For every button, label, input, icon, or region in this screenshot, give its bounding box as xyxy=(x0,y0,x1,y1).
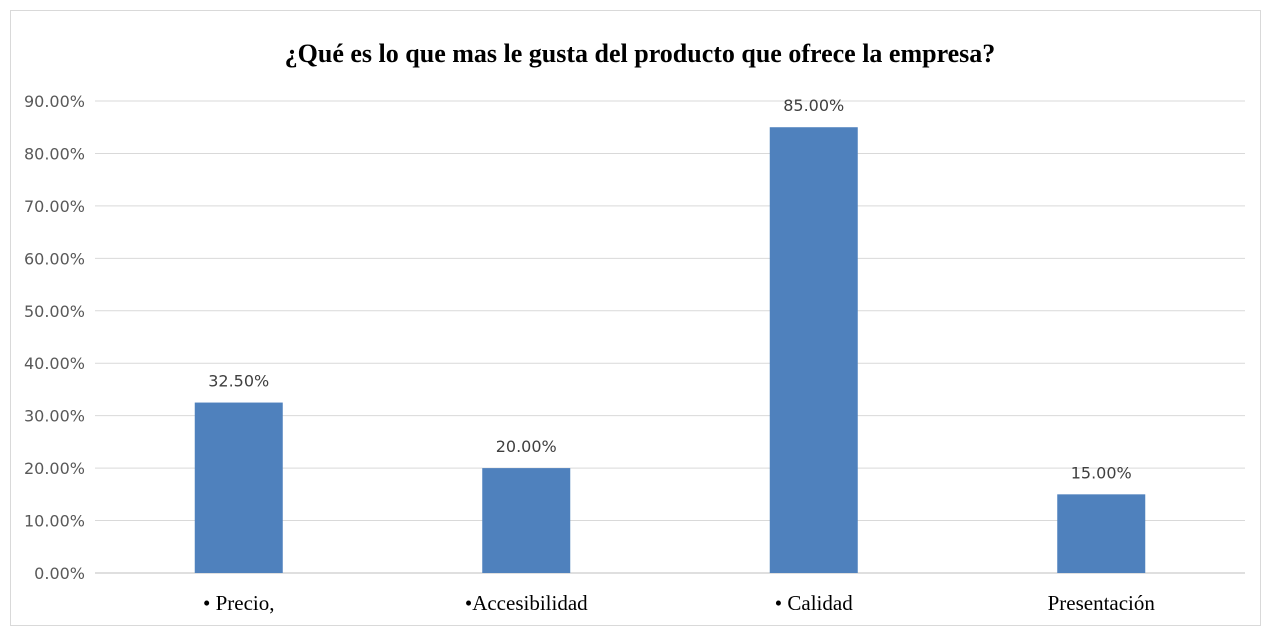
data-label: 85.00% xyxy=(783,96,844,115)
y-tick-label: 90.00% xyxy=(24,92,85,111)
gridlines xyxy=(95,100,1245,574)
data-label: 32.50% xyxy=(208,372,269,391)
data-labels: 32.50% 20.00% 85.00% 15.00% xyxy=(208,96,1132,482)
y-tick-label: 40.00% xyxy=(24,354,85,373)
x-tick-label: • Calidad xyxy=(775,591,853,615)
chart-title: ¿Qué es lo que mas le gusta del producto… xyxy=(285,39,996,68)
x-axis-ticks: • Precio, •Accesibilidad • Calidad Presenta… xyxy=(203,591,1155,615)
bar xyxy=(194,402,283,573)
data-label: 20.00% xyxy=(496,437,557,456)
y-tick-label: 70.00% xyxy=(24,197,85,216)
y-tick-label: 60.00% xyxy=(24,249,85,268)
y-tick-label: 0.00% xyxy=(34,564,85,583)
bar xyxy=(1057,494,1146,573)
x-tick-label: •Accesibilidad xyxy=(465,591,588,615)
y-tick-label: 10.00% xyxy=(24,512,85,531)
x-tick-label: Presentación xyxy=(1048,591,1156,615)
bars xyxy=(194,127,1146,573)
bar xyxy=(769,127,858,573)
y-tick-label: 20.00% xyxy=(24,459,85,478)
bar xyxy=(482,468,571,573)
y-axis-ticks: 0.00% 10.00% 20.00% 30.00% 40.00% 50.00% 60.00… xyxy=(24,92,85,583)
y-tick-label: 30.00% xyxy=(24,407,85,426)
x-tick-label: • Precio, xyxy=(203,591,275,615)
y-tick-label: 50.00% xyxy=(24,302,85,321)
data-label: 15.00% xyxy=(1071,463,1132,482)
y-tick-label: 80.00% xyxy=(24,144,85,163)
